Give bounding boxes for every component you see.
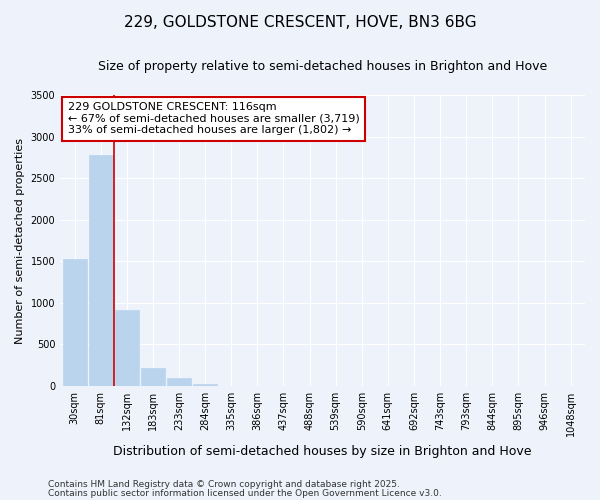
Bar bbox=[62, 259, 86, 386]
Title: Size of property relative to semi-detached houses in Brighton and Hove: Size of property relative to semi-detach… bbox=[98, 60, 547, 73]
Bar bbox=[193, 384, 217, 386]
Text: 229, GOLDSTONE CRESCENT, HOVE, BN3 6BG: 229, GOLDSTONE CRESCENT, HOVE, BN3 6BG bbox=[124, 15, 476, 30]
Text: 229 GOLDSTONE CRESCENT: 116sqm
← 67% of semi-detached houses are smaller (3,719): 229 GOLDSTONE CRESCENT: 116sqm ← 67% of … bbox=[68, 102, 360, 136]
Bar bbox=[115, 310, 139, 386]
Bar bbox=[141, 368, 165, 386]
Text: Contains HM Land Registry data © Crown copyright and database right 2025.: Contains HM Land Registry data © Crown c… bbox=[48, 480, 400, 489]
Text: Contains public sector information licensed under the Open Government Licence v3: Contains public sector information licen… bbox=[48, 488, 442, 498]
Bar bbox=[89, 155, 113, 386]
Bar bbox=[167, 378, 191, 386]
Y-axis label: Number of semi-detached properties: Number of semi-detached properties bbox=[15, 138, 25, 344]
X-axis label: Distribution of semi-detached houses by size in Brighton and Hove: Distribution of semi-detached houses by … bbox=[113, 444, 532, 458]
